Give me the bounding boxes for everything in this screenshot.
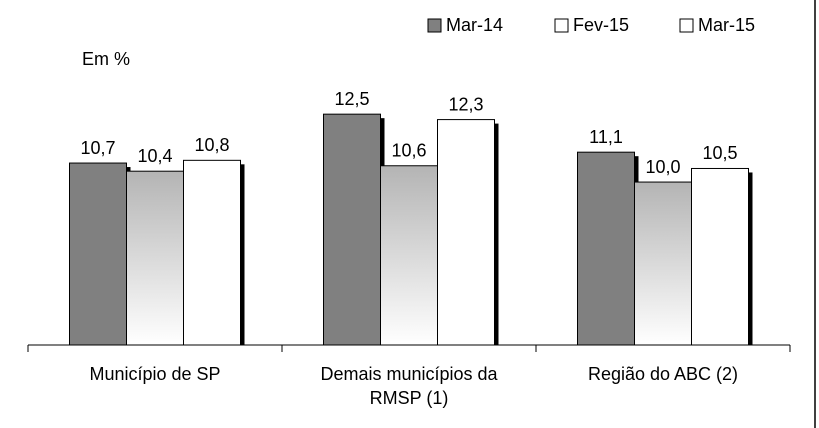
bar: [323, 113, 381, 346]
bar: [577, 151, 635, 346]
bar: [634, 181, 692, 346]
bar: [69, 162, 127, 346]
x-tick-label: Demais municípios da RMSP (1): [320, 364, 498, 408]
bar: [691, 167, 749, 346]
bar: [380, 165, 438, 346]
data-label: 10,7: [80, 138, 115, 158]
legend-label: Mar-15: [698, 15, 755, 35]
bar: [183, 159, 241, 346]
data-label: 12,3: [448, 94, 483, 114]
data-label: 10,4: [137, 146, 172, 166]
x-tick-label: Região do ABC (2): [588, 364, 738, 384]
data-label: 10,6: [391, 141, 426, 161]
bar: [437, 119, 495, 346]
legend-label: Fev-15: [573, 15, 629, 35]
data-label: 10,8: [194, 135, 229, 155]
legend-swatch: [427, 18, 442, 33]
legend-swatch: [679, 18, 694, 33]
data-label: 10,0: [645, 157, 680, 177]
data-label: 12,5: [334, 89, 369, 109]
data-label: 10,5: [702, 143, 737, 163]
annotation: Em %: [82, 49, 130, 69]
x-tick-label: Município de SP: [89, 364, 220, 384]
legend-label: Mar-14: [446, 15, 503, 35]
bar: [126, 170, 184, 346]
legend-swatch: [554, 18, 569, 33]
data-label: 11,1: [589, 127, 623, 147]
